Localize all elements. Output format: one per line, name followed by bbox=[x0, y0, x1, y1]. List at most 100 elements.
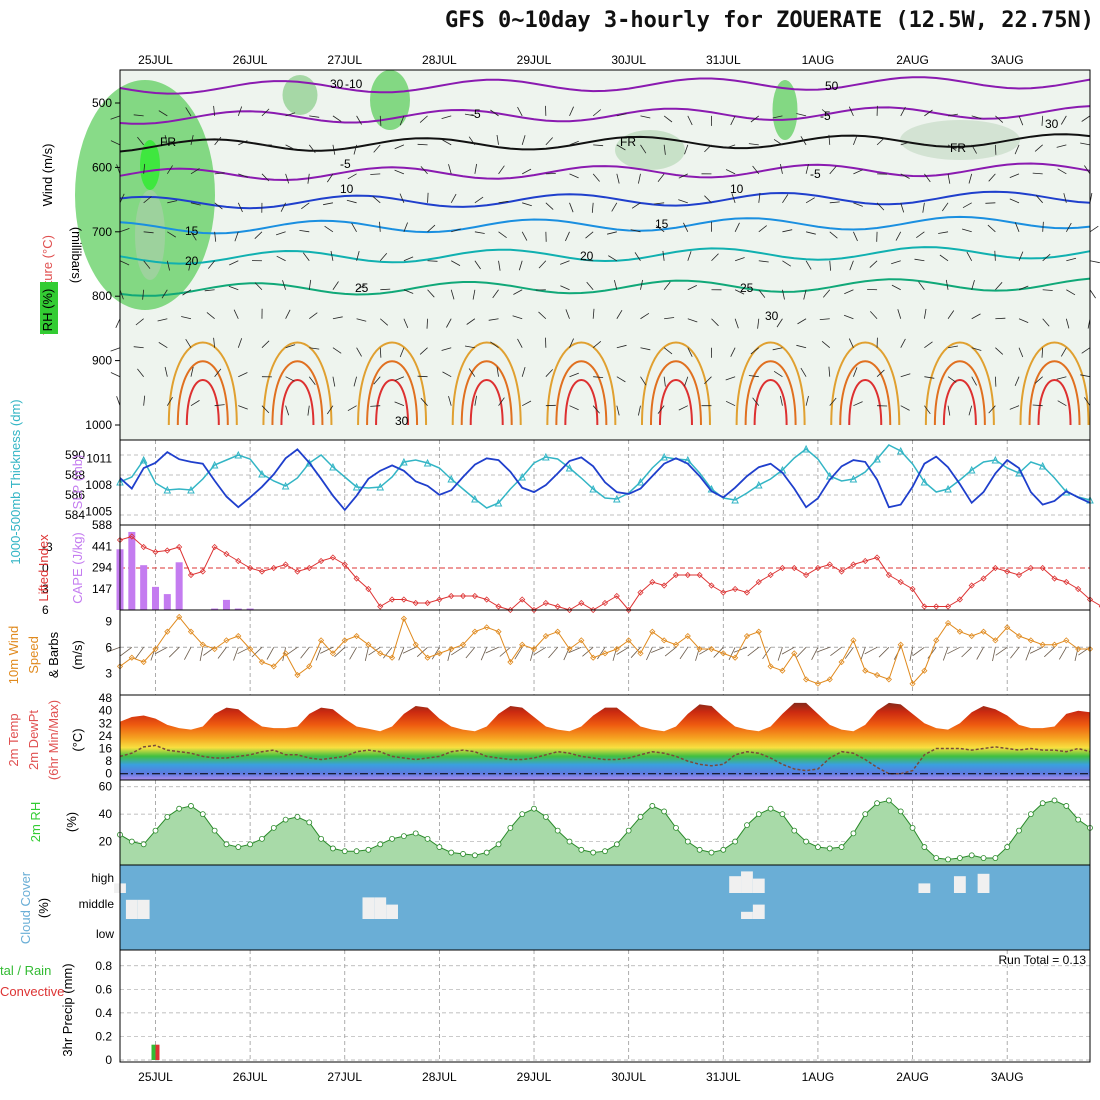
isotherm-label: 50 bbox=[825, 79, 839, 93]
wind-barb bbox=[517, 106, 523, 117]
warm-contour bbox=[357, 341, 428, 426]
wind-barb bbox=[640, 144, 647, 154]
wind-barb bbox=[569, 338, 574, 348]
wind-barb bbox=[1018, 347, 1024, 358]
warm-contour bbox=[830, 341, 901, 426]
wind-barb bbox=[403, 289, 414, 294]
cape-bar bbox=[140, 565, 148, 610]
cloud-bar-middle bbox=[752, 904, 765, 919]
wind-barb bbox=[373, 376, 381, 385]
wind-barb bbox=[1041, 115, 1044, 126]
li-point bbox=[732, 585, 739, 593]
wind-barb-10m bbox=[630, 647, 641, 658]
wind-speed-point bbox=[424, 654, 431, 661]
wind-speed-point bbox=[1015, 632, 1023, 640]
wind-barb-10m bbox=[912, 646, 925, 656]
wind-barb-10m bbox=[480, 647, 488, 661]
wind-speed-point bbox=[318, 637, 325, 644]
wind-barb bbox=[968, 405, 973, 416]
wind-barb bbox=[261, 173, 270, 182]
wind-barb-10m bbox=[154, 646, 168, 655]
cape-axis-title: CAPE (J/kg) bbox=[70, 532, 85, 604]
wind-barb bbox=[924, 341, 933, 349]
thickness-point bbox=[542, 452, 550, 461]
wind-speed-point bbox=[874, 671, 881, 679]
cloud-level-label: low bbox=[96, 927, 114, 941]
wind-barb bbox=[419, 115, 428, 123]
rh-point bbox=[495, 841, 502, 848]
wind-barb bbox=[796, 113, 807, 117]
wind-barb bbox=[1063, 193, 1067, 203]
wind-barb bbox=[640, 115, 651, 119]
wind-barb bbox=[1065, 318, 1070, 329]
thickness-point bbox=[802, 444, 810, 453]
wind-barb bbox=[474, 231, 485, 234]
wind-barb bbox=[1018, 115, 1024, 126]
wind-speed-point bbox=[270, 663, 277, 670]
thickness-point bbox=[920, 477, 929, 486]
wind-speed-point bbox=[649, 628, 656, 635]
li-point bbox=[613, 592, 620, 600]
wind-barb bbox=[1065, 222, 1072, 232]
wind-barb bbox=[379, 318, 389, 326]
date-label-top: 3AUG bbox=[991, 53, 1024, 67]
rh-shading bbox=[370, 70, 410, 130]
wind-barb bbox=[1089, 289, 1096, 299]
wind-speed-point bbox=[176, 613, 183, 621]
wind-barb bbox=[158, 342, 168, 349]
wind-barb bbox=[592, 405, 600, 414]
wind-barb bbox=[782, 229, 793, 233]
wind-barb bbox=[853, 401, 863, 407]
rh-point bbox=[838, 844, 845, 850]
wind-barb bbox=[752, 397, 760, 406]
li-point bbox=[672, 571, 680, 579]
wind-speed-point bbox=[661, 637, 668, 644]
thickness-tick-label: 588 bbox=[65, 468, 85, 482]
wind-barb-10m bbox=[315, 647, 322, 661]
wind-barb bbox=[780, 164, 783, 174]
li-point bbox=[968, 582, 975, 589]
wind-barb bbox=[521, 231, 528, 241]
isotherm-label: 15 bbox=[185, 224, 199, 238]
li-point bbox=[720, 589, 727, 596]
wind-barb bbox=[941, 202, 949, 212]
li-point bbox=[128, 533, 135, 540]
wind-barb bbox=[853, 231, 858, 242]
thickness-point bbox=[896, 446, 905, 455]
wind-barb bbox=[822, 289, 831, 298]
wind-barb-10m bbox=[976, 647, 984, 660]
isotherm-label: FR bbox=[950, 141, 966, 155]
wind-barb-10m bbox=[398, 647, 405, 661]
wind-barb bbox=[853, 169, 863, 175]
wind-speed-point bbox=[1027, 637, 1034, 644]
wind-barb bbox=[734, 222, 740, 232]
isotherm-line bbox=[119, 190, 1091, 210]
rh-point bbox=[850, 830, 857, 837]
wind-barb bbox=[614, 280, 618, 290]
wind-barb bbox=[190, 366, 194, 377]
wind-barb bbox=[185, 107, 192, 117]
wind-speed-point bbox=[803, 676, 810, 683]
li-point bbox=[814, 564, 821, 572]
wind-barb bbox=[110, 140, 121, 146]
li-line bbox=[119, 535, 1100, 611]
precip-title-a: tal / Rain bbox=[0, 963, 51, 978]
isotherm-label: 25 bbox=[355, 281, 369, 295]
li-point bbox=[270, 564, 277, 572]
wind-barb bbox=[330, 250, 334, 261]
wind-barb bbox=[188, 260, 192, 271]
wind-barb bbox=[900, 405, 910, 411]
slp-tick-label: 1005 bbox=[85, 505, 112, 519]
wind-barb-10m bbox=[992, 647, 996, 662]
wind-barb bbox=[731, 193, 736, 203]
wind-barb bbox=[492, 289, 499, 299]
cape-tick-label: 441 bbox=[92, 539, 112, 553]
rh-point bbox=[862, 811, 869, 818]
rh-point bbox=[554, 827, 561, 834]
wind-barb bbox=[116, 396, 121, 406]
wind-barb bbox=[988, 173, 996, 182]
rh-point bbox=[377, 841, 384, 848]
wind-barb bbox=[332, 115, 342, 122]
wind-barb bbox=[796, 344, 807, 349]
wind-barb bbox=[119, 228, 130, 233]
